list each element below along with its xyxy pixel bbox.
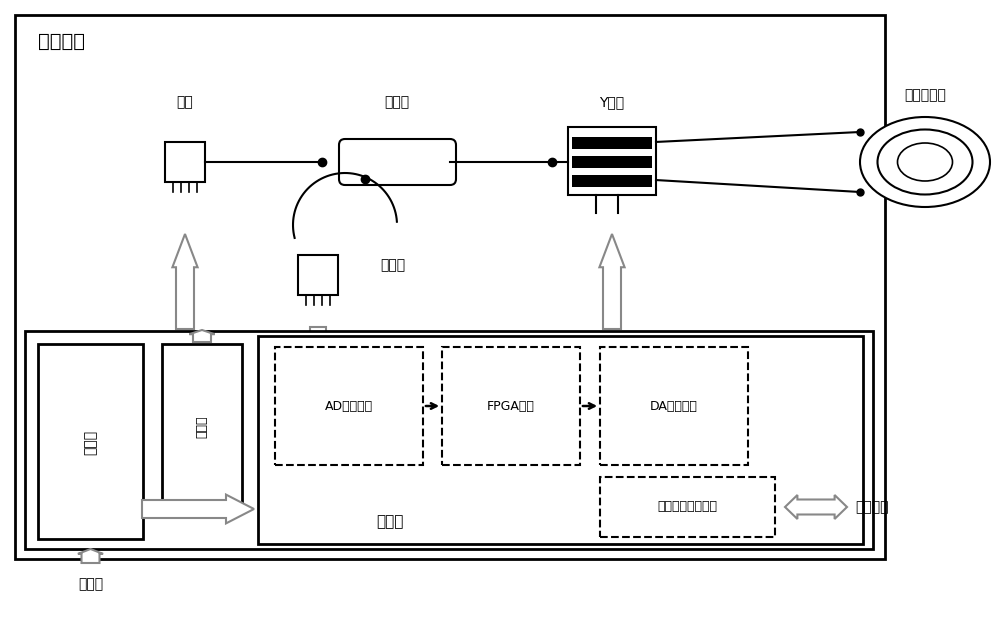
Bar (600, 347, 748, 465)
Bar (162, 344, 242, 509)
Text: 耦合器: 耦合器 (384, 95, 410, 109)
Bar (572, 136, 652, 149)
Bar (298, 255, 338, 295)
Bar (600, 477, 775, 537)
Ellipse shape (860, 117, 990, 207)
Text: 交流电: 交流电 (78, 577, 103, 591)
Text: 光源: 光源 (177, 95, 193, 109)
Text: 被测光纤环: 被测光纤环 (904, 88, 946, 102)
Bar (25, 331, 873, 549)
Bar (15, 15, 885, 559)
Text: 主控板: 主控板 (376, 515, 404, 529)
Bar (572, 175, 652, 187)
Polygon shape (307, 327, 329, 379)
Text: Y波导: Y波导 (599, 95, 625, 109)
Text: DA反馈电路: DA反馈电路 (650, 399, 698, 413)
Bar (275, 347, 423, 465)
Bar (258, 336, 863, 544)
Text: 电源板: 电源板 (84, 429, 98, 455)
Text: 光源板: 光源板 (196, 416, 208, 438)
FancyBboxPatch shape (339, 139, 456, 185)
Polygon shape (599, 234, 625, 329)
Text: 数据输入输出电路: 数据输入输出电路 (658, 500, 718, 513)
Text: AD采样电路: AD采样电路 (325, 399, 373, 413)
Bar (572, 155, 652, 168)
Text: 通信端口: 通信端口 (855, 500, 889, 514)
Bar (38, 344, 143, 539)
Polygon shape (189, 330, 215, 342)
Bar (165, 142, 205, 182)
Polygon shape (78, 549, 103, 563)
Text: FPGA芯片: FPGA芯片 (487, 399, 535, 413)
Polygon shape (142, 495, 254, 523)
Bar (568, 127, 656, 195)
Polygon shape (172, 234, 198, 329)
Bar (442, 347, 580, 465)
Text: 探测器: 探测器 (380, 258, 405, 272)
Text: 筛环系统: 筛环系统 (38, 32, 85, 51)
Polygon shape (785, 495, 847, 519)
Ellipse shape (878, 130, 972, 194)
Ellipse shape (898, 143, 952, 181)
